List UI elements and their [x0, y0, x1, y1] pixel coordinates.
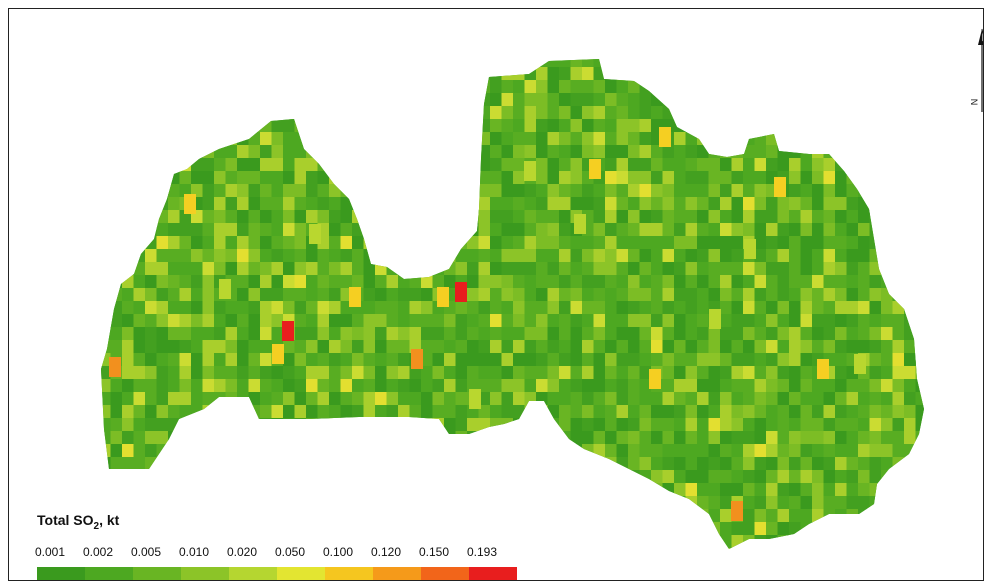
- legend-label: 0.120: [371, 545, 402, 559]
- legend-title: Total SO2, kt: [37, 512, 120, 532]
- legend-label: 0.020: [227, 545, 258, 559]
- emission-hotspot: [709, 309, 721, 329]
- legend-label: 0.050: [275, 545, 306, 559]
- emission-hotspot: [109, 357, 121, 377]
- emission-hotspot: [744, 239, 756, 259]
- legend-swatch: [229, 567, 277, 580]
- legend-swatch: [37, 567, 85, 580]
- emission-hotspot: [437, 287, 449, 307]
- emission-hotspot: [649, 369, 661, 389]
- legend-label: 0.001: [35, 545, 66, 559]
- emission-hotspot: [349, 287, 361, 307]
- north-arrow-icon: [978, 28, 983, 112]
- emission-hotspot: [184, 194, 196, 214]
- map-frame: N Total SO2, kt 0.001 0.002 0.005 0.010 0.02…: [8, 8, 984, 581]
- legend-label: 0.193: [467, 545, 498, 559]
- legend: Total SO2, kt 0.001 0.002 0.005 0.010 0.020 0…: [35, 512, 527, 580]
- emission-hotspot: [659, 127, 671, 147]
- emission-hotspot: [219, 279, 231, 299]
- legend-swatch: [133, 567, 181, 580]
- legend-swatch: [181, 567, 229, 580]
- emission-hotspot: [524, 161, 536, 181]
- legend-swatch: [85, 567, 133, 580]
- emission-hotspot: [817, 359, 829, 379]
- legend-color-bar: [37, 567, 517, 580]
- emission-hotspot: [589, 159, 601, 179]
- emission-hotspot: [309, 224, 321, 244]
- north-arrow-label: N: [969, 98, 980, 106]
- legend-swatch: [325, 567, 373, 580]
- legend-swatch: [469, 567, 517, 580]
- legend-label: 0.002: [83, 545, 114, 559]
- emission-hotspot: [455, 282, 467, 302]
- legend-labels: 0.001 0.002 0.005 0.010 0.020 0.050 0.100 0.120…: [35, 545, 527, 561]
- emission-grid: [101, 59, 924, 549]
- emission-hotspot: [574, 214, 586, 234]
- legend-label: 0.010: [179, 545, 210, 559]
- so2-emission-map[interactable]: [9, 9, 984, 581]
- emission-hotspot: [469, 389, 481, 409]
- legend-swatch: [277, 567, 325, 580]
- legend-label: 0.005: [131, 545, 162, 559]
- emission-hotspot: [731, 501, 743, 521]
- emission-hotspot: [774, 177, 786, 197]
- legend-label: 0.100: [323, 545, 354, 559]
- legend-swatch: [373, 567, 421, 580]
- legend-swatch: [421, 567, 469, 580]
- emission-hotspot: [272, 344, 284, 364]
- emission-hotspot: [411, 349, 423, 369]
- legend-label: 0.150: [419, 545, 450, 559]
- emission-hotspot: [282, 321, 294, 341]
- emission-hotspot: [854, 354, 866, 374]
